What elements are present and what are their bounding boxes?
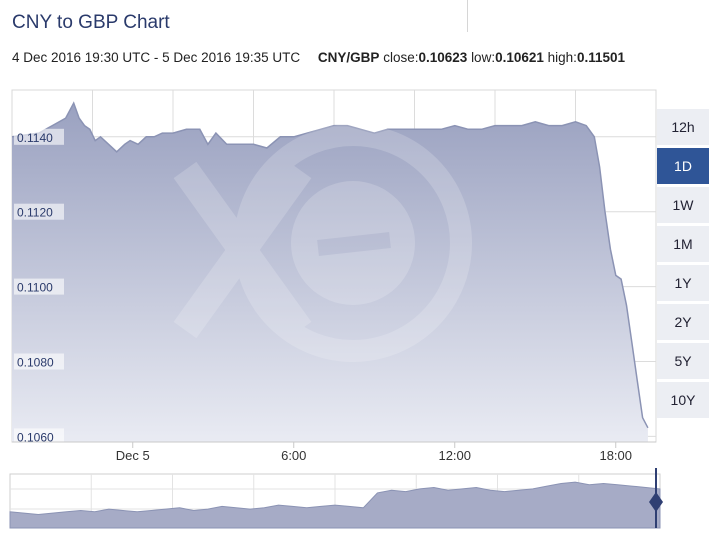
series-area <box>12 103 648 442</box>
y-tick-label: 0.1140 <box>17 131 53 145</box>
range-selector: 12h 1D 1W 1M 1Y 2Y 5Y 10Y <box>657 109 709 421</box>
currency-pair: CNY/GBP <box>317 50 380 65</box>
y-tick-label: 0.1100 <box>17 281 53 295</box>
x-tick-label: 18:00 <box>599 448 632 463</box>
x-tick-label: Dec 5 <box>116 448 150 463</box>
navigator-area <box>9 481 661 529</box>
navigator-handle[interactable] <box>649 492 663 512</box>
high-label: high: <box>547 50 577 65</box>
range-button-2y[interactable]: 2Y <box>657 304 709 340</box>
y-tick-label: 0.1080 <box>17 355 54 369</box>
x-tick-label: 12:00 <box>438 448 471 463</box>
date-range: 4 Dec 2016 19:30 UTC - 5 Dec 2016 19:35 … <box>12 50 301 65</box>
y-tick-label-bg <box>14 428 64 445</box>
low-label: low: <box>471 50 496 65</box>
page-title: CNY to GBP Chart <box>12 12 170 33</box>
range-button-1m[interactable]: 1M <box>657 226 709 262</box>
range-button-12h[interactable]: 12h <box>657 109 709 145</box>
navigator[interactable] <box>9 468 663 529</box>
low-value: 0.10621 <box>495 50 544 65</box>
xe-logo-icon <box>173 124 472 362</box>
header-divider <box>467 0 468 32</box>
y-tick-label-bg <box>14 278 64 295</box>
range-button-10y[interactable]: 10Y <box>657 382 709 418</box>
close-value: 0.10623 <box>418 50 468 65</box>
series-line <box>11 101 649 429</box>
range-button-1w[interactable]: 1W <box>657 187 709 223</box>
y-tick-label: 0.1060 <box>17 430 54 444</box>
y-tick-label-bg <box>14 128 64 145</box>
range-button-1y[interactable]: 1Y <box>657 265 709 301</box>
range-button-5y[interactable]: 5Y <box>657 343 709 379</box>
close-label: close: <box>383 50 419 65</box>
y-tick-label: 0.1120 <box>17 206 53 220</box>
y-tick-label-bg <box>14 203 64 220</box>
high-value: 0.11501 <box>576 50 625 65</box>
x-tick-label: 6:00 <box>281 448 306 463</box>
y-tick-label-bg <box>14 353 64 370</box>
range-button-1d[interactable]: 1D <box>657 148 709 184</box>
chart-summary: 4 Dec 2016 19:30 UTC - 5 Dec 2016 19:35 … <box>12 50 625 65</box>
